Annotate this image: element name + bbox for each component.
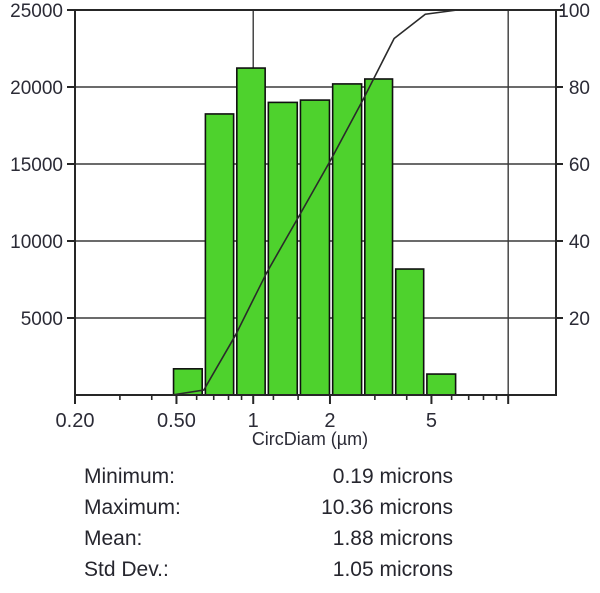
histogram-bar — [364, 78, 394, 396]
stat-row-maximum: Maximum: 10.36 microns — [0, 496, 600, 522]
stat-row-mean: Mean: 1.88 microns — [0, 527, 600, 553]
histogram-bar — [331, 83, 363, 396]
x-axis-tick-label: 0.50 — [157, 410, 196, 432]
stat-value: 10.36 microns — [321, 496, 453, 519]
cumulative-percent-line — [171, 9, 556, 396]
x-axis-tick-label: 2 — [324, 410, 335, 432]
x-axis-title: CircDiam (µm) — [252, 429, 368, 449]
right-axis-tick-label: 80 — [569, 78, 590, 99]
particle-size-histogram-chart: 5000 10000 15000 20000 25000 20 40 60 80 100 0.20 0… — [10, 1, 590, 449]
right-axis-tick-label: 100 — [558, 1, 590, 22]
stat-row-minimum: Minimum: 0.19 microns — [0, 465, 600, 491]
x-axis-tick-label: 0.20 — [56, 410, 95, 432]
stat-value: 0.19 microns — [332, 465, 453, 488]
stat-label: Mean: — [84, 527, 143, 550]
stat-label: Maximum: — [84, 496, 181, 519]
left-axis-tick-label: 15000 — [10, 155, 63, 176]
right-axis-tick-label: 60 — [569, 155, 590, 176]
stat-value: 1.05 microns — [332, 558, 453, 581]
x-axis-tick-label: 5 — [426, 410, 437, 432]
left-axis-tick-label: 20000 — [10, 78, 63, 99]
histogram-bar — [236, 67, 266, 396]
x-axis-tick-label: 1 — [248, 410, 259, 432]
histogram-bar — [426, 373, 457, 396]
histogram-bar — [299, 99, 331, 396]
left-axis-tick-label: 5000 — [21, 309, 63, 330]
histogram-bar — [267, 101, 299, 396]
stat-label: Minimum: — [84, 465, 176, 488]
stat-value: 1.88 microns — [332, 527, 453, 550]
stat-row-stddev: Std Dev.: 1.05 microns — [0, 558, 600, 584]
right-axis-tick-label: 40 — [569, 232, 590, 253]
right-axis-tick-label: 20 — [569, 309, 590, 330]
histogram-bar — [394, 268, 425, 396]
plot-border — [74, 9, 557, 396]
left-axis-tick-label: 10000 — [10, 232, 63, 253]
stat-label: Std Dev.: — [84, 558, 169, 581]
left-axis-tick-label: 25000 — [10, 1, 63, 22]
histogram-bar — [204, 113, 235, 396]
